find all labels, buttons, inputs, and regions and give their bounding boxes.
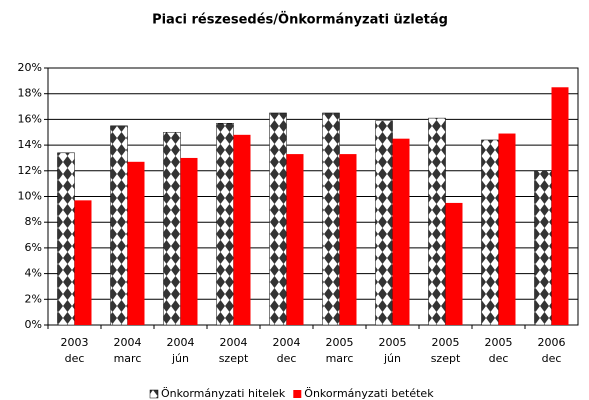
y-tick-label: 16% [18, 112, 42, 125]
bar [534, 170, 552, 326]
bar [127, 161, 145, 325]
y-tick-label: 0% [25, 318, 42, 331]
x-tick-label: marc [114, 352, 142, 365]
chart-title: Piaci részesedés/Önkormányzati üzletág [152, 12, 448, 28]
x-tick-label: 2004 [114, 336, 142, 349]
bar [498, 133, 516, 325]
x-tick-label: dec [277, 352, 297, 365]
x-tick-label: dec [65, 352, 85, 365]
bar [445, 202, 463, 325]
y-tick-label: 2% [25, 292, 42, 305]
bar [233, 134, 251, 325]
bar [216, 123, 234, 326]
y-tick-label: 6% [25, 241, 42, 254]
x-tick-label: marc [326, 352, 354, 365]
x-tick-label: 2005 [326, 336, 354, 349]
x-tick-label: 2003 [61, 336, 89, 349]
y-tick-label: 10% [18, 190, 42, 203]
x-tick-label: jún [171, 352, 189, 365]
x-tick-label: dec [542, 352, 562, 365]
x-tick-label: szept [219, 352, 249, 365]
legend-swatch [149, 389, 159, 399]
y-tick-label: 18% [18, 87, 42, 100]
x-tick-label: 2005 [379, 336, 407, 349]
bar [286, 154, 304, 325]
legend-label: Önkormányzati betétek [304, 387, 434, 400]
x-tick-label: 2005 [432, 336, 460, 349]
bar [392, 138, 410, 325]
legend-label: Önkormányzati hitelek [161, 387, 286, 400]
x-tick-label: 2004 [167, 336, 195, 349]
bar [110, 125, 128, 326]
y-tick-label: 12% [18, 164, 42, 177]
bar [551, 87, 569, 326]
x-tick-label: 2004 [220, 336, 248, 349]
bar [74, 200, 92, 325]
x-tick-label: dec [489, 352, 509, 365]
legend-swatch [293, 390, 302, 398]
bar [339, 154, 357, 325]
bar [481, 139, 499, 326]
bar [180, 157, 198, 325]
x-tick-label: 2006 [538, 336, 566, 349]
bar [375, 120, 393, 326]
y-tick-label: 8% [25, 215, 42, 228]
bar [269, 112, 287, 326]
y-tick-label: 14% [18, 138, 42, 151]
bar [163, 132, 181, 326]
bar [57, 152, 75, 326]
y-tick-label: 4% [25, 267, 42, 280]
x-tick-label: 2004 [273, 336, 301, 349]
bar [322, 112, 340, 326]
bar [428, 117, 446, 326]
y-tick-label: 20% [18, 61, 42, 74]
x-tick-label: jún [383, 352, 401, 365]
x-tick-label: 2005 [485, 336, 513, 349]
x-tick-label: szept [431, 352, 461, 365]
